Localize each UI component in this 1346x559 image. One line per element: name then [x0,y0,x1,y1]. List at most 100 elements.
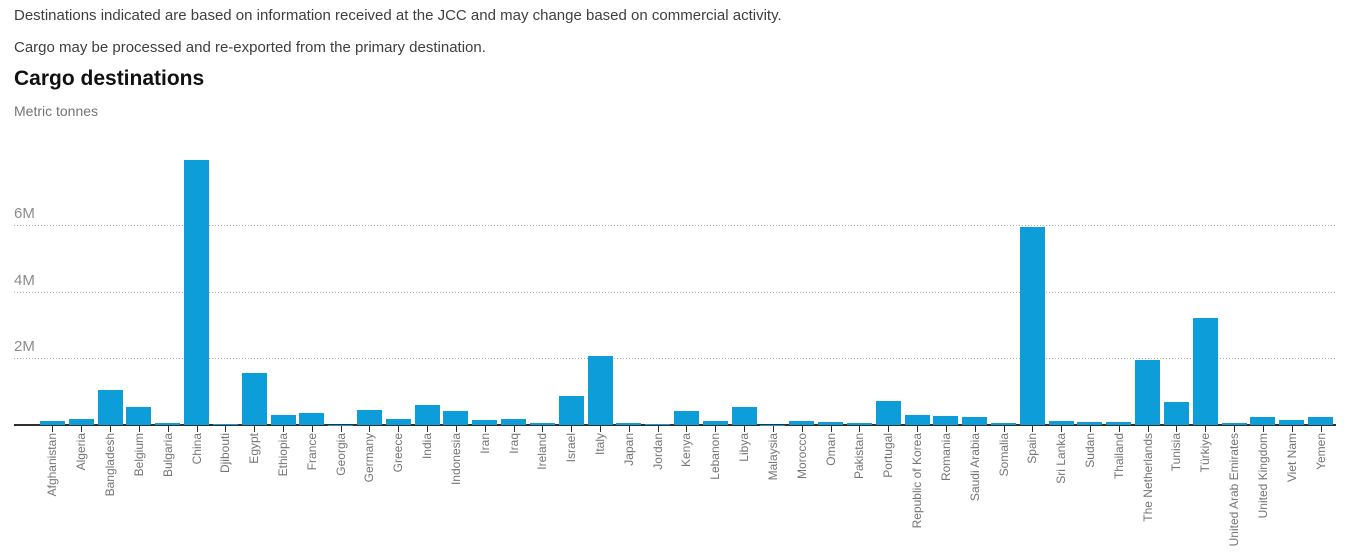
x-axis-label-egypt: Egypt [247,433,262,464]
x-axis-tick-italy [600,426,601,432]
bar-yemen[interactable] [1308,416,1333,425]
x-axis-label-lebanon: Lebanon [708,433,723,480]
bar-china[interactable] [184,159,209,425]
x-axis-label-sudan: Sudan [1082,433,1097,468]
bar-oman[interactable] [818,422,843,425]
x-axis-tick-sudan [1089,426,1091,432]
y-gridline-6m [14,225,1336,227]
bar-greece[interactable] [385,419,411,425]
x-axis-tick-thailand [1118,426,1120,432]
y-gridline-4m [14,291,1336,293]
bar-united-arab-emirates[interactable] [1221,423,1247,425]
x-axis-label-china: China [189,433,204,465]
bar-the-netherlands[interactable] [1135,360,1161,425]
x-axis-label-india: India [420,433,435,460]
bar-ethiopia[interactable] [270,415,296,425]
bar-iraq[interactable] [501,419,526,425]
bar-tunisia[interactable] [1163,402,1189,425]
bar-israel[interactable] [558,395,584,425]
bar-egypt[interactable] [241,373,267,425]
x-axis-label-tunisia: Tunisia [1169,433,1184,472]
bar-libya[interactable] [731,406,757,425]
bar-morocco[interactable] [789,421,815,425]
bar-iran[interactable] [472,420,498,425]
y-axis-tick-label-2m: 2M [14,338,35,356]
x-axis-tick-united-kingdom [1262,426,1264,432]
x-axis-tick-georgia [340,426,342,432]
x-axis-label-iraq: Iraq [506,433,521,454]
bar-bulgaria[interactable] [155,422,181,425]
x-axis-tick-romania [945,426,947,432]
x-axis-tick-malaysia [772,426,774,432]
bar-turkiye[interactable] [1192,318,1218,425]
bar-germany[interactable] [356,409,382,425]
x-axis-tick-china [196,426,198,432]
x-axis-tick-bangladesh [110,426,111,432]
bar-lebanon[interactable] [702,421,728,425]
x-axis-tick-libya [744,426,746,432]
x-axis-tick-belgium [138,426,140,432]
x-axis-label-greece: Greece [391,433,406,473]
x-axis-label-portugal: Portugal [881,433,896,478]
x-axis-tick-iran [484,426,486,432]
x-axis-label-kenya: Kenya [679,433,694,468]
x-axis-label-the-netherlands: The Netherlands [1140,433,1155,522]
x-axis-tick-sri-lanka [1061,426,1063,432]
bar-algeria[interactable] [68,419,94,425]
x-axis-label-bangladesh: Bangladesh [103,433,117,497]
x-axis-line [14,424,1336,426]
bar-djibouti[interactable] [212,424,238,425]
x-axis-label-viet-nam: Viet Nam [1284,433,1299,483]
y-axis-unit-label: Metric tonnes [14,103,99,119]
bar-jordan[interactable] [645,424,671,425]
x-axis-label-italy: Italy [593,433,607,456]
x-axis-label-libya: Libya [737,433,752,462]
bar-viet-nam[interactable] [1279,420,1305,425]
x-axis-label-ireland: Ireland [535,433,550,470]
bar-somalia[interactable] [991,423,1016,425]
bar-belgium[interactable] [126,407,152,425]
bar-sudan[interactable] [1077,422,1103,425]
x-axis-tick-france [311,426,313,432]
bar-spain[interactable] [1019,227,1045,425]
x-axis-tick-united-arab-emirates [1234,426,1235,432]
x-axis-tick-india [427,426,429,432]
x-axis-label-jordan: Jordan [650,433,665,470]
x-axis-label-morocco: Morocco [794,433,809,480]
bar-france[interactable] [299,413,325,425]
bar-indonesia[interactable] [443,411,469,425]
chart-title: Cargo destinations [14,67,205,90]
x-axis-label-spain: Spain [1025,433,1040,464]
bar-saudi-arabia[interactable] [962,417,988,425]
x-axis-label-yemen: Yemen [1313,433,1328,470]
x-axis-tick-saudi-arabia [974,426,976,432]
x-axis-label-algeria: Algeria [74,433,89,471]
x-axis-label-sri-lanka: Sri Lanka [1054,433,1069,484]
bar-kenya[interactable] [673,411,699,425]
x-axis-tick-ethiopia [283,426,284,432]
bar-italy[interactable] [587,356,613,425]
bar-japan[interactable] [616,423,642,425]
bar-ireland[interactable] [529,423,555,425]
x-axis-tick-lebanon [715,426,717,432]
x-axis-tick-oman [830,426,832,432]
bar-afghanistan[interactable] [39,421,65,425]
x-axis-label-belgium: Belgium [131,433,146,477]
bar-bangladesh[interactable] [97,390,123,425]
x-axis-label-djibouti: Djibouti [218,433,233,474]
bar-sri-lanka[interactable] [1048,421,1074,425]
bar-romania[interactable] [933,415,959,425]
disclaimer-note-1: Destinations indicated are based on info… [14,7,782,24]
bar-republic-of-korea[interactable] [904,415,930,425]
bar-portugal[interactable] [875,401,901,425]
x-axis-tick-viet-nam [1291,426,1293,432]
x-axis-label-malaysia: Malaysia [765,433,780,481]
bar-united-kingdom[interactable] [1250,417,1276,425]
bar-india[interactable] [414,404,440,425]
bar-pakistan[interactable] [846,423,872,425]
x-axis-tick-iraq [513,426,515,432]
x-axis-label-romania: Romania [938,433,953,482]
bar-thailand[interactable] [1106,421,1132,425]
x-axis-tick-afghanistan [52,426,54,432]
